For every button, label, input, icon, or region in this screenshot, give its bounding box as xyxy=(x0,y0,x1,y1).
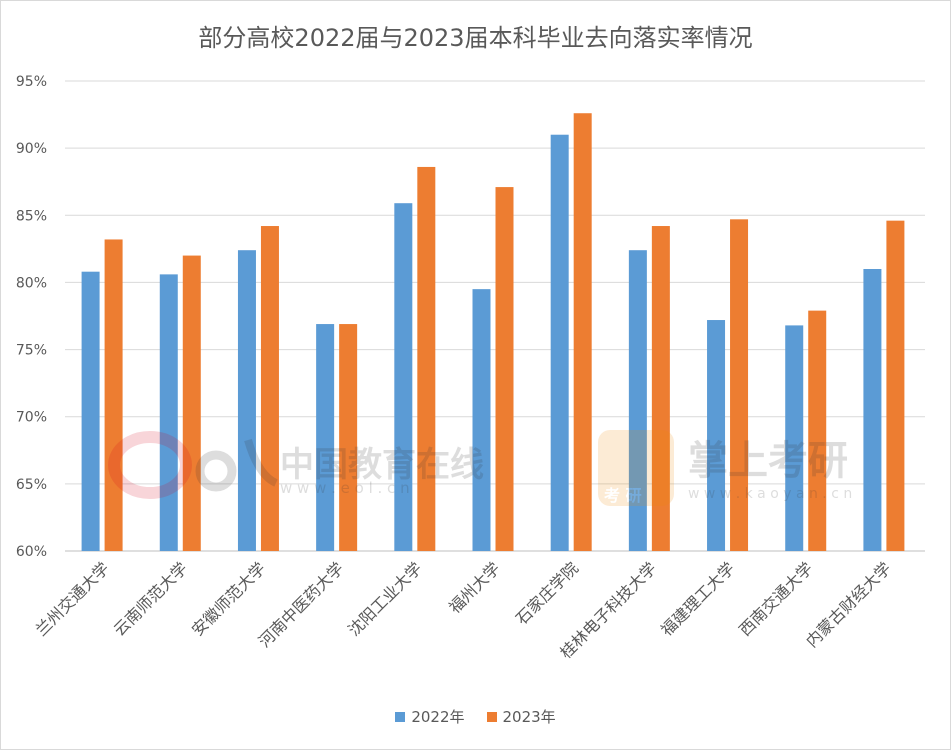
bar-2022 xyxy=(159,274,178,551)
bar-2023 xyxy=(104,239,123,551)
x-tick-label: 兰州交通大学 xyxy=(32,558,113,639)
bar-2022 xyxy=(472,289,491,551)
bar-2022 xyxy=(628,250,647,551)
x-tick-label: 沈阳工业大学 xyxy=(344,558,425,639)
legend-item-2023: 2023年 xyxy=(486,706,556,727)
legend-swatch-2023 xyxy=(486,711,497,722)
bar-2022 xyxy=(863,269,882,551)
y-tick-label: 90% xyxy=(16,141,47,157)
y-tick-label: 95% xyxy=(16,74,47,90)
bar-2022 xyxy=(707,320,726,551)
x-tick-label: 福州大学 xyxy=(445,558,504,617)
x-tick-label: 云南师范大学 xyxy=(110,558,191,639)
legend: 2022年 2023年 xyxy=(0,706,951,727)
x-tick-label: 福建理工大学 xyxy=(657,558,738,639)
bar-2023 xyxy=(417,166,436,551)
bar-2023 xyxy=(573,113,592,551)
bar-2022 xyxy=(237,250,256,551)
legend-label-2023: 2023年 xyxy=(502,708,556,726)
y-tick-label: 65% xyxy=(16,477,47,493)
bar-2022 xyxy=(394,203,413,551)
legend-item-2022: 2022年 xyxy=(395,706,465,727)
x-tick-label: 石家庄学院 xyxy=(512,558,582,628)
bar-2023 xyxy=(651,226,670,551)
x-tick-label: 安徽师范大学 xyxy=(188,558,269,639)
bar-2023 xyxy=(182,255,201,552)
legend-label-2022: 2022年 xyxy=(411,708,465,726)
bar-2022 xyxy=(81,271,100,551)
chart-title: 部分高校2022届与2023届本科毕业去向落实率情况 xyxy=(198,24,753,52)
bar-2023 xyxy=(339,324,358,551)
y-tick-label: 75% xyxy=(16,343,47,359)
y-tick-label: 80% xyxy=(16,275,47,291)
bar-2023 xyxy=(886,220,905,551)
y-tick-label: 85% xyxy=(16,208,47,224)
y-tick-label: 70% xyxy=(16,410,47,426)
bar-2023 xyxy=(808,310,827,551)
x-tick-label: 西南交通大学 xyxy=(735,558,816,639)
bar-2023 xyxy=(730,219,749,552)
y-tick-label: 60% xyxy=(16,544,47,560)
bar-2022 xyxy=(785,325,804,551)
bar-2022 xyxy=(316,324,335,551)
bar-2023 xyxy=(495,187,514,552)
bar-2022 xyxy=(550,134,569,551)
bar-2023 xyxy=(260,226,279,551)
legend-swatch-2022 xyxy=(395,711,406,722)
